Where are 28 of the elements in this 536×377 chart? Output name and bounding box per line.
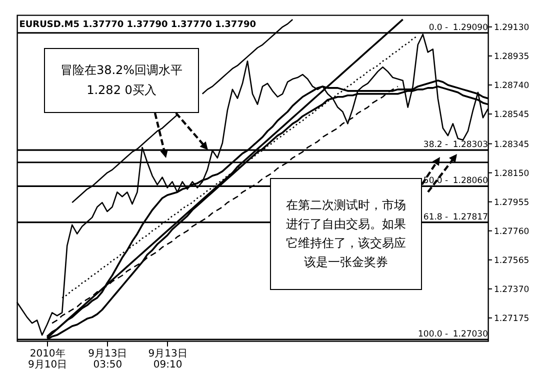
annotation: 100.0 - bbox=[418, 330, 448, 340]
ref-line-label: 1.29090 bbox=[452, 22, 488, 33]
x-tick-label: 9月13日 09:10 bbox=[148, 348, 188, 370]
y-tick-label: 1.27175 bbox=[494, 314, 530, 324]
ref-line-label: 1.28060 bbox=[452, 176, 488, 186]
y-tick-label: 1.27370 bbox=[494, 284, 530, 295]
ref-line-label: 1.27030 bbox=[452, 330, 488, 340]
annotation: 38.2 - bbox=[423, 140, 448, 150]
annotation: 61.8 - bbox=[423, 212, 448, 222]
ref-line-label: 1.27817 bbox=[452, 212, 488, 222]
ref-line-label: 1.28303 bbox=[452, 140, 488, 150]
y-tick-label: 1.27955 bbox=[494, 198, 530, 208]
text-box: 在第二次测试时，市场进行了自由交易。如果它维持住了，该交易应该是一张金奖券 bbox=[270, 178, 422, 290]
y-tick-label: 1.28150 bbox=[494, 168, 530, 179]
x-tick-label: 9月13日 03:50 bbox=[88, 348, 128, 370]
annotation: 冒险在38.2%回调水平1.282 0买入 bbox=[59, 62, 184, 98]
y-tick-label: 1.29130 bbox=[494, 22, 530, 33]
annotation: 0.0 - bbox=[428, 22, 448, 33]
y-tick-label: 1.28545 bbox=[494, 110, 530, 120]
annotation: 在第二次测试时，市场进行了自由交易。如果它维持住了，该交易应该是一张金奖券 bbox=[285, 196, 407, 272]
y-tick-label: 1.28740 bbox=[494, 80, 530, 91]
x-tick-label: 2010年 9月10日 bbox=[28, 348, 68, 370]
text-box: 冒险在38.2%回调水平1.282 0买入 bbox=[44, 48, 199, 113]
y-tick-label: 1.28345 bbox=[494, 140, 530, 150]
y-tick-label: 1.28935 bbox=[494, 52, 530, 62]
y-tick-label: 1.27760 bbox=[494, 226, 530, 237]
y-tick-label: 1.27565 bbox=[494, 256, 530, 266]
text: EURUSD.M5 1.37770 1.37790 1.37770 1.37790 bbox=[19, 20, 256, 30]
